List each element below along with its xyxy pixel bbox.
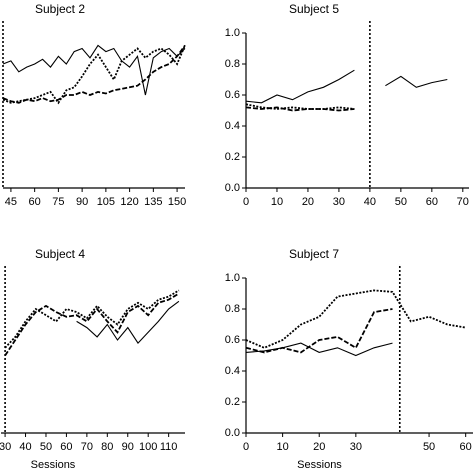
series-line [2,44,186,96]
series-line [2,45,186,105]
series-line [245,308,393,354]
y-tick-label: 0.2 [225,151,240,163]
x-tick-label: 0 [243,441,249,453]
y-tick-label: 0.8 [225,303,240,315]
y-tick-label: 0.6 [225,334,240,346]
panel-title: Subject 2 [35,2,85,16]
panel-title: Subject 5 [289,2,339,16]
series-line [76,300,180,344]
x-tick-label: 90 [122,441,134,453]
x-tick-label: 105 [97,196,115,208]
series-line [4,292,180,356]
x-tick-label: 100 [139,441,157,453]
x-tick-label: 20 [313,441,325,453]
panel-title: Subject 4 [35,247,85,261]
x-tick-label: 60 [426,196,438,208]
y-tick-label: 0.4 [225,120,240,132]
x-tick-label: 20 [302,196,314,208]
y-tick-label: 0.8 [225,58,240,70]
x-tick-label: 50 [40,441,52,453]
series-line [245,289,466,349]
series-line [245,106,355,112]
x-tick-label: 0 [243,196,249,208]
series-line [2,44,186,104]
x-tick-label: 30 [0,441,11,453]
y-tick-label: 1.0 [225,272,240,284]
y-tick-label: 1.0 [225,27,240,39]
y-tick-label: 0.0 [225,182,240,194]
x-tick-label: 10 [271,196,283,208]
x-axis-label: Sessions [31,459,76,471]
x-tick-label: 60 [29,196,41,208]
x-tick-label: 30 [350,441,362,453]
x-axis-label: Sessions [297,459,342,471]
series-line [245,342,393,357]
series-line [245,103,355,110]
x-tick-label: 75 [52,196,64,208]
x-tick-label: 30 [333,196,345,208]
x-tick-label: 80 [101,441,113,453]
series-line [245,69,448,104]
x-tick-label: 90 [76,196,88,208]
x-tick-label: 10 [276,441,288,453]
panel-title: Subject 7 [289,247,339,261]
x-tick-label: 150 [168,196,186,208]
x-tick-label: 135 [144,196,162,208]
x-tick-label: 45 [5,196,17,208]
x-tick-label: 60 [460,441,472,453]
series-line [4,289,180,349]
x-tick-label: 50 [395,196,407,208]
y-tick-label: 0.2 [225,396,240,408]
x-tick-label: 50 [423,441,435,453]
x-tick-label: 70 [81,441,93,453]
y-tick-label: 0.0 [225,427,240,439]
x-tick-label: 40 [364,196,376,208]
x-tick-label: 70 [457,196,469,208]
x-tick-label: 110 [160,441,178,453]
x-tick-label: 40 [19,441,31,453]
x-tick-label: 60 [60,441,72,453]
y-tick-label: 0.6 [225,89,240,101]
x-tick-label: 120 [120,196,138,208]
y-tick-label: 0.4 [225,365,240,377]
